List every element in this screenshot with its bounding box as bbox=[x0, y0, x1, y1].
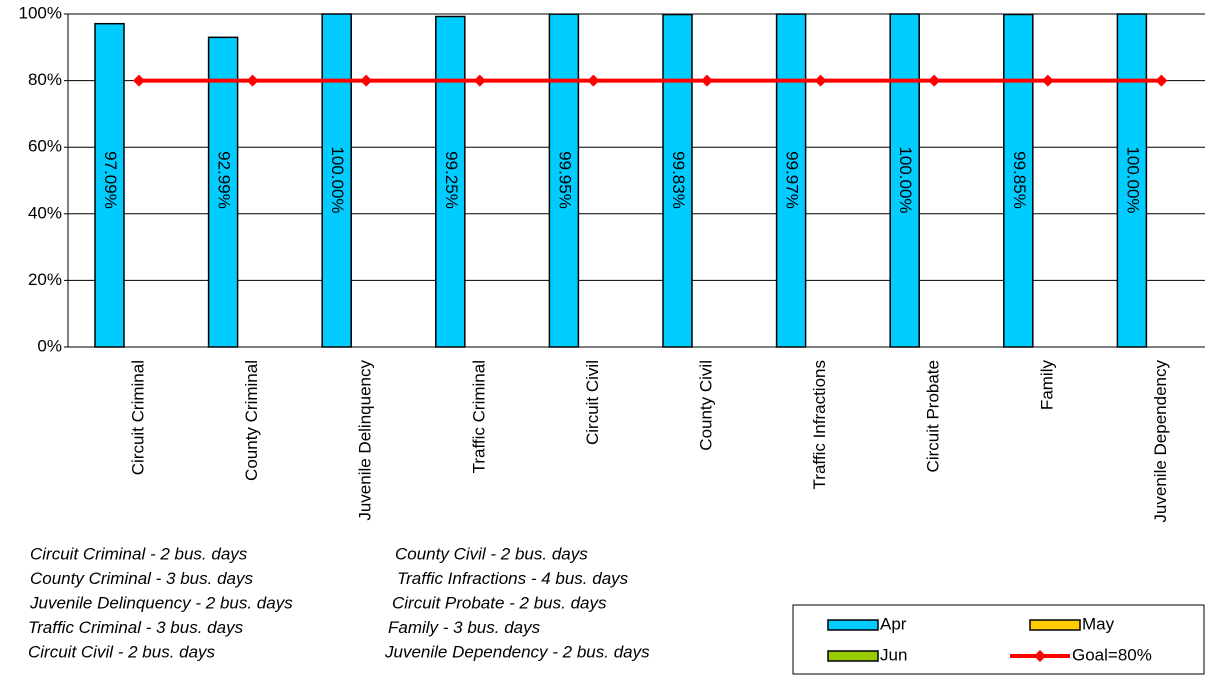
y-tick-label: 60% bbox=[28, 137, 62, 156]
x-tick-label: Juvenile Dependency bbox=[1151, 360, 1170, 523]
value-label: 100.00% bbox=[1123, 146, 1142, 213]
bar bbox=[321, 13, 352, 348]
bar bbox=[662, 13, 693, 348]
value-label: 100.00% bbox=[328, 146, 347, 213]
goal-marker bbox=[928, 74, 941, 87]
goal-marker bbox=[814, 74, 827, 87]
note: County Civil - 2 bus. days bbox=[395, 544, 588, 563]
bar bbox=[548, 13, 580, 348]
y-tick-label: 20% bbox=[28, 270, 62, 289]
value-label: 99.83% bbox=[669, 151, 688, 209]
legend-label: Goal=80% bbox=[1072, 645, 1152, 664]
goal-marker bbox=[246, 74, 259, 87]
legend-label: Jun bbox=[880, 645, 907, 664]
x-tick-label: Juvenile Delinquency bbox=[356, 360, 375, 521]
x-tick-label: Traffic Infractions bbox=[810, 360, 829, 489]
note: Traffic Infractions - 4 bus. days bbox=[397, 569, 629, 588]
legend-label: Apr bbox=[880, 614, 907, 633]
x-tick-label: Circuit Probate bbox=[924, 360, 943, 472]
note: Juvenile Dependency - 2 bus. days bbox=[384, 642, 650, 661]
note: Circuit Civil - 2 bus. days bbox=[28, 642, 216, 661]
legend-marker bbox=[1034, 650, 1046, 662]
x-tick-label: County Criminal bbox=[242, 360, 261, 481]
bar bbox=[207, 36, 239, 348]
bar bbox=[775, 13, 807, 348]
goal-marker bbox=[360, 74, 373, 87]
bar bbox=[435, 15, 466, 348]
x-tick-label: Circuit Criminal bbox=[128, 360, 147, 475]
x-tick-label: County Civil bbox=[696, 360, 715, 451]
value-label: 100.00% bbox=[896, 146, 915, 213]
goal-marker bbox=[1155, 74, 1168, 87]
legend-swatch bbox=[827, 619, 879, 631]
y-tick-label: 40% bbox=[28, 203, 62, 222]
goal-marker bbox=[473, 74, 486, 87]
goal-marker bbox=[133, 74, 145, 87]
value-label: 99.25% bbox=[442, 151, 461, 209]
legend-label: May bbox=[1082, 614, 1115, 633]
legend-swatch bbox=[1029, 619, 1081, 631]
bar bbox=[1116, 13, 1148, 348]
value-label: 97.09% bbox=[101, 151, 120, 209]
value-label: 99.95% bbox=[555, 151, 574, 209]
goal-marker bbox=[1041, 74, 1054, 87]
note: County Criminal - 3 bus. days bbox=[30, 569, 253, 588]
bar bbox=[889, 13, 920, 348]
legend-box bbox=[792, 604, 1205, 675]
x-tick-label: Circuit Civil bbox=[583, 360, 602, 445]
x-tick-label: Traffic Criminal bbox=[469, 360, 488, 473]
bar bbox=[94, 22, 125, 348]
bar bbox=[1003, 13, 1034, 348]
note: Family - 3 bus. days bbox=[388, 618, 541, 637]
goal-marker bbox=[701, 74, 713, 87]
y-tick-label: 100% bbox=[19, 3, 62, 22]
y-tick-label: 80% bbox=[28, 70, 62, 89]
note: Circuit Probate - 2 bus. days bbox=[392, 593, 607, 612]
note: Circuit Criminal - 2 bus. days bbox=[30, 544, 248, 563]
value-label: 99.97% bbox=[783, 151, 802, 209]
legend-swatch bbox=[827, 650, 879, 662]
value-label: 99.85% bbox=[1010, 151, 1029, 209]
y-tick-label: 0% bbox=[37, 336, 62, 355]
value-label: 92.99% bbox=[215, 151, 234, 209]
note: Juvenile Delinquency - 2 bus. days bbox=[29, 593, 293, 612]
note: Traffic Criminal - 3 bus. days bbox=[28, 618, 244, 637]
goal-marker bbox=[587, 74, 600, 87]
x-tick-label: Family bbox=[1037, 360, 1056, 411]
